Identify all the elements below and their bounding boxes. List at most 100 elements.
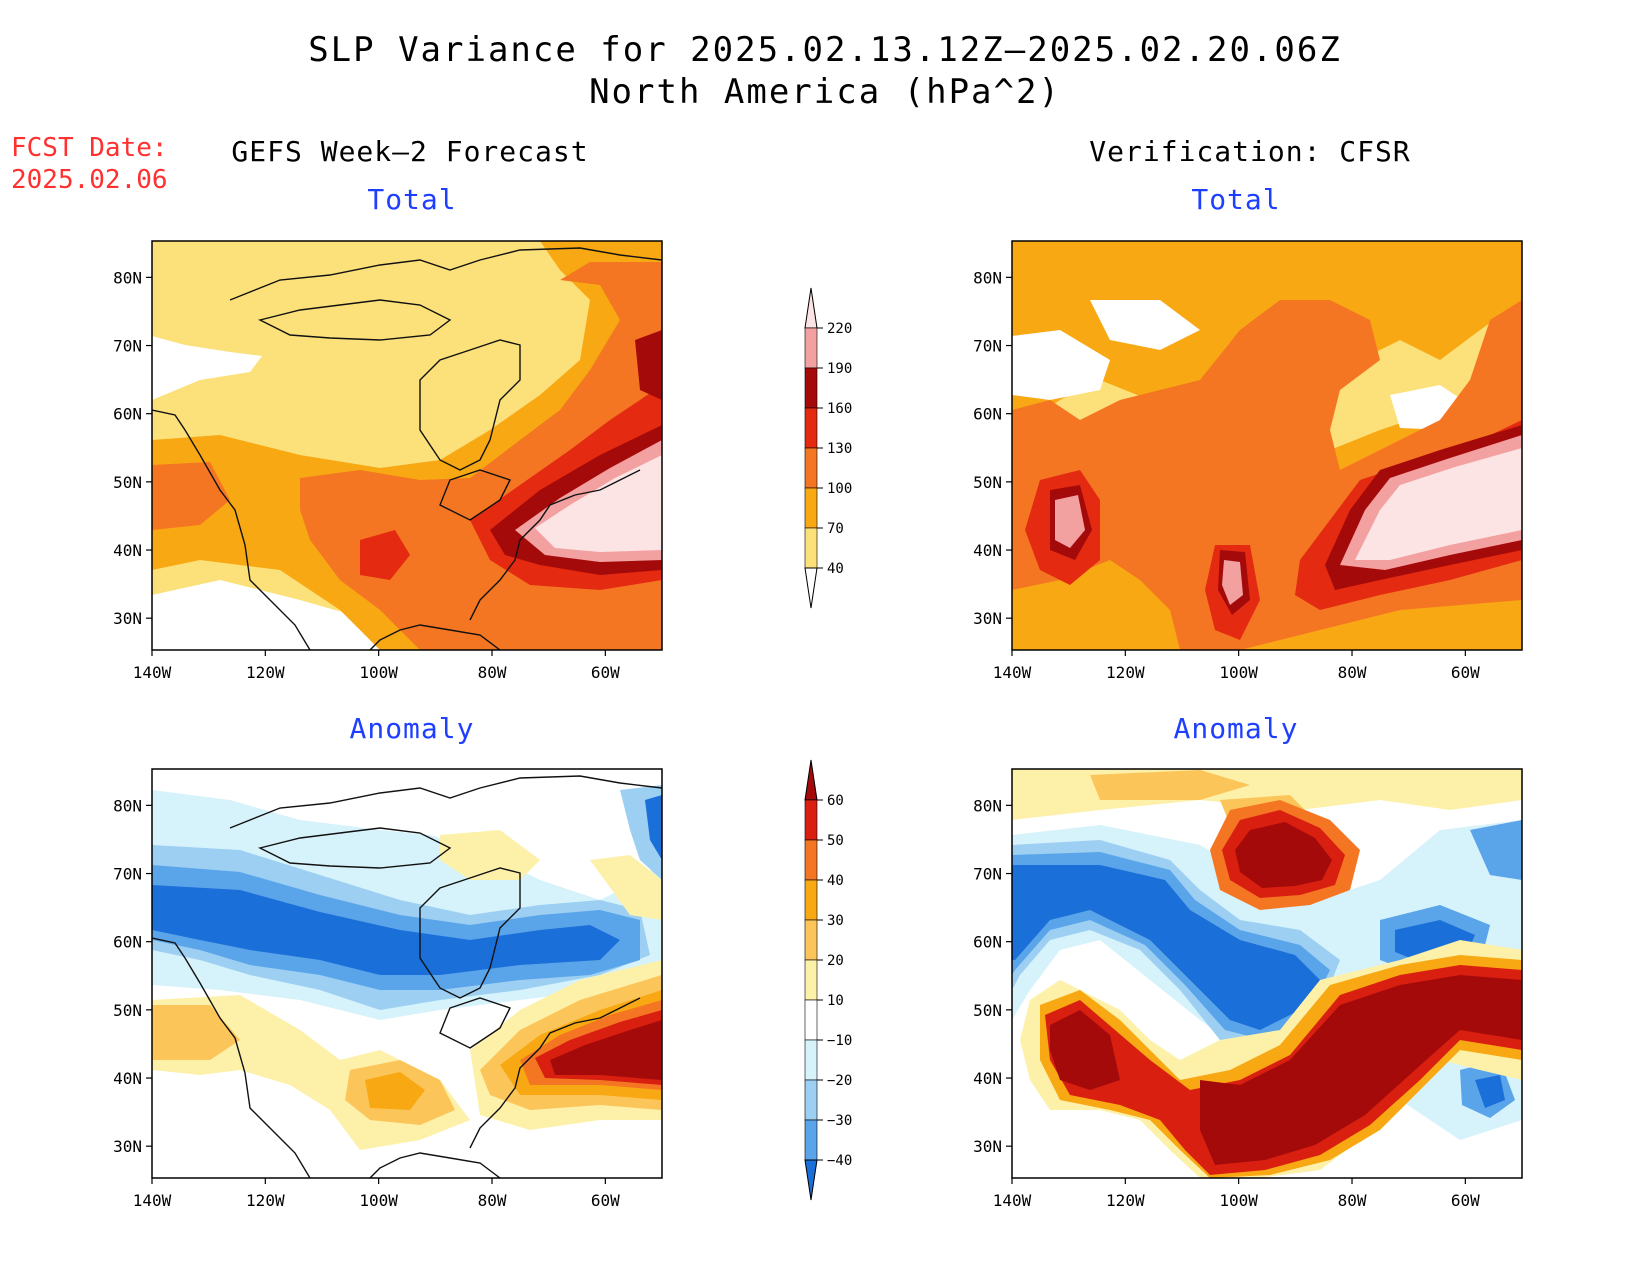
forecast-anomaly-frame xyxy=(151,768,663,1179)
lat-tick-label: 30N xyxy=(113,1137,142,1156)
contour-60 xyxy=(550,1020,662,1080)
contour-neg40 xyxy=(645,795,662,860)
colorbar-label: 50 xyxy=(827,833,844,849)
total-colorbar: 220 190 160 130 100 70 40 xyxy=(804,287,852,609)
contour-160 xyxy=(635,330,662,400)
verification-anomaly-frame xyxy=(1011,768,1523,1179)
lon-tick-label: 80W xyxy=(478,663,507,682)
colorbar-label: −30 xyxy=(827,1113,852,1129)
colorbar-top-arrow xyxy=(804,287,818,329)
colorbar-label: 20 xyxy=(827,953,844,969)
low-variance-area xyxy=(152,336,262,400)
colorbar-label: 160 xyxy=(827,401,852,417)
lon-tick-label: 100W xyxy=(359,1191,398,1210)
colorbar-band xyxy=(804,407,818,449)
colorbar-label: 60 xyxy=(827,793,844,809)
low-variance-area xyxy=(152,580,380,650)
lon-tick-label: 100W xyxy=(1219,1191,1258,1210)
colorbar-label: 30 xyxy=(827,913,844,929)
contour-20 xyxy=(152,1005,240,1060)
lat-tick-label: 60N xyxy=(973,933,1002,952)
contour-neg40 xyxy=(1012,865,1320,1030)
lat-tick-label: 40N xyxy=(973,1069,1002,1088)
contour-10 xyxy=(590,855,662,920)
contour-neg30 xyxy=(1470,820,1522,880)
lon-tick-label: 80W xyxy=(1338,663,1367,682)
colorbar-band xyxy=(804,799,818,841)
colorbar-label: 220 xyxy=(827,321,852,337)
lat-tick-label: 80N xyxy=(973,268,1002,287)
colorbar-label: 40 xyxy=(827,561,844,577)
lat-tick-label: 30N xyxy=(973,609,1002,628)
forecast-total-map xyxy=(152,241,662,650)
lat-tick-label: 50N xyxy=(113,473,142,492)
colorbar-label: 190 xyxy=(827,361,852,377)
colorbar-band xyxy=(804,487,818,529)
colorbar-band xyxy=(804,327,818,369)
contour-30 xyxy=(365,1072,425,1110)
colorbar-band xyxy=(804,839,818,881)
colorbar-band xyxy=(804,999,818,1041)
contour-20 xyxy=(1090,770,1250,800)
colorbar-band xyxy=(804,879,818,921)
colorbar-band xyxy=(804,1119,818,1161)
contour-neg40 xyxy=(1475,1075,1505,1108)
lon-tick-label: 80W xyxy=(1338,1191,1367,1210)
lat-tick-label: 30N xyxy=(113,609,142,628)
forecast-anomaly-map xyxy=(152,769,662,1178)
lon-tick-label: 60W xyxy=(1451,663,1480,682)
contour-60 xyxy=(1200,975,1522,1165)
lat-tick-label: 30N xyxy=(973,1137,1002,1156)
colorbar-band xyxy=(804,1039,818,1081)
lon-tick-label: 60W xyxy=(1451,1191,1480,1210)
low-variance-area xyxy=(1012,330,1110,400)
coastline-forecast-anomaly xyxy=(152,775,662,1178)
forecast-total-title: Total xyxy=(367,183,457,216)
verification-total-frame xyxy=(1011,240,1523,651)
colorbar-band xyxy=(804,919,818,961)
colorbar-label: −10 xyxy=(827,1033,852,1049)
lat-tick-label: 80N xyxy=(973,796,1002,815)
colorbar-label: 100 xyxy=(827,481,852,497)
lat-tick-label: 70N xyxy=(973,865,1002,884)
lon-tick-label: 120W xyxy=(1106,1191,1145,1210)
colorbar-top-arrow xyxy=(804,759,818,801)
lat-tick-label: 40N xyxy=(113,1069,142,1088)
coastline-forecast-total xyxy=(152,247,662,650)
colorbar-bottom-arrow xyxy=(804,567,818,609)
contour-220 xyxy=(1355,448,1522,560)
lat-tick-label: 60N xyxy=(113,933,142,952)
contour-130 xyxy=(360,530,410,580)
colorbar-band xyxy=(804,527,818,569)
lat-tick-label: 80N xyxy=(113,268,142,287)
lon-tick-label: 140W xyxy=(133,1191,172,1210)
forecast-anomaly-title: Anomaly xyxy=(349,712,475,745)
low-variance-area xyxy=(1090,300,1200,350)
colorbar-label: −20 xyxy=(827,1073,852,1089)
colorbar-label: 70 xyxy=(827,521,844,537)
map-title-line2: North America (hPa^2) xyxy=(589,72,1061,112)
lon-tick-label: 120W xyxy=(1106,663,1145,682)
forecast-column-title: GEFS Week–2 Forecast xyxy=(231,135,589,168)
lat-tick-label: 60N xyxy=(113,405,142,424)
forecast-total-frame xyxy=(151,240,663,651)
lon-tick-label: 120W xyxy=(246,663,285,682)
fcst-date-value: 2025.02.06 xyxy=(11,165,168,195)
colorbar-label: 130 xyxy=(827,441,852,457)
lon-tick-label: 140W xyxy=(993,663,1032,682)
lon-tick-label: 60W xyxy=(591,663,620,682)
contour-10 xyxy=(440,830,540,880)
lon-tick-label: 120W xyxy=(246,1191,285,1210)
lat-tick-label: 50N xyxy=(973,1001,1002,1020)
lat-tick-label: 50N xyxy=(973,473,1002,492)
colorbar-bottom-arrow xyxy=(804,1159,818,1201)
contour-60 xyxy=(1235,822,1332,888)
colorbar-label: 40 xyxy=(827,873,844,889)
colorbar-label: 10 xyxy=(827,993,844,1009)
lat-tick-label: 70N xyxy=(113,337,142,356)
lat-tick-label: 40N xyxy=(113,541,142,560)
lat-tick-label: 70N xyxy=(113,865,142,884)
colorbar-band xyxy=(804,367,818,409)
lon-tick-label: 100W xyxy=(1219,663,1258,682)
